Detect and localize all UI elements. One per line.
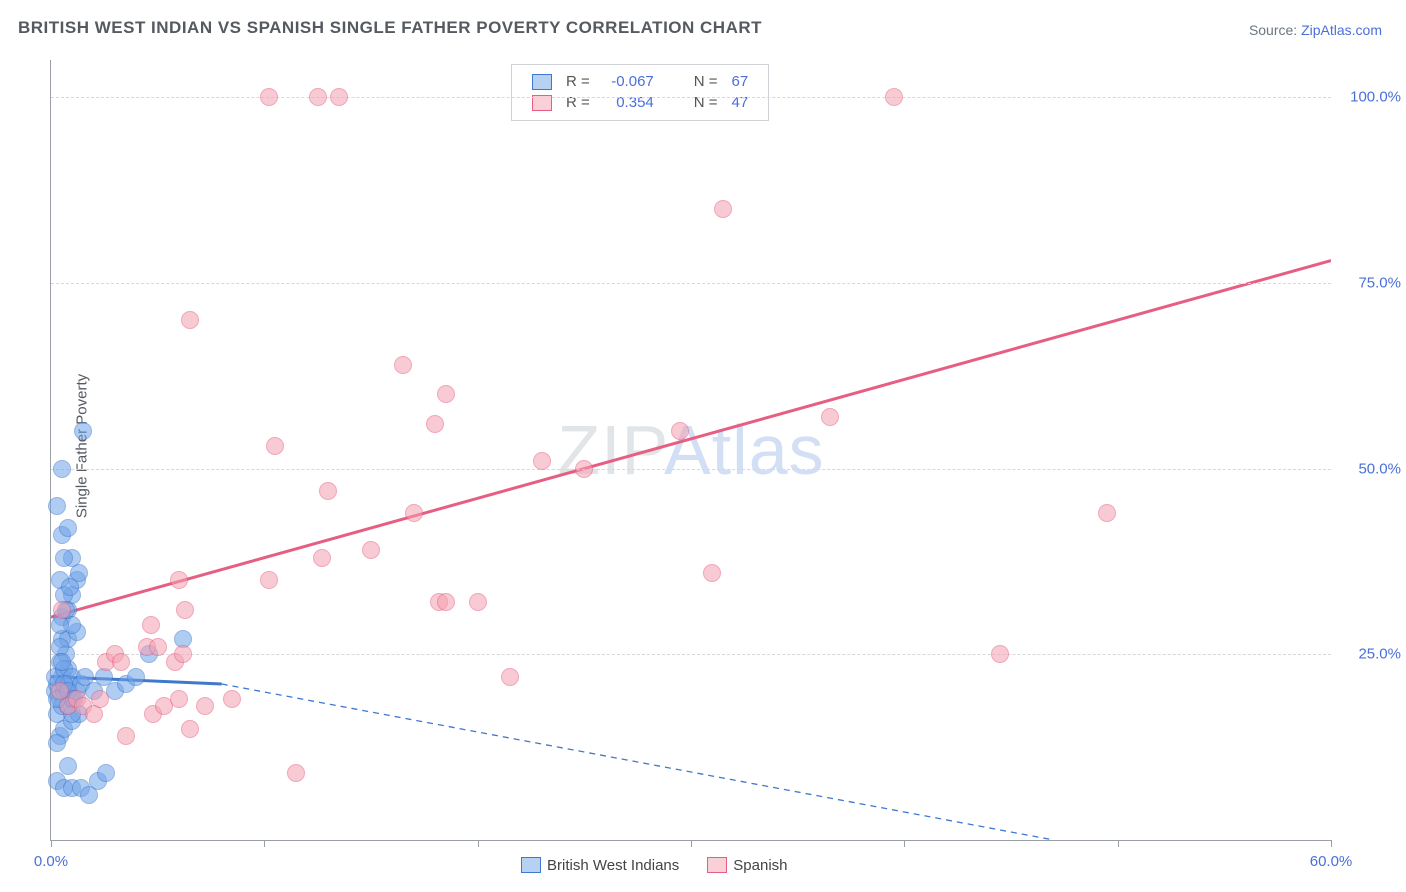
data-point [112,653,130,671]
x-tick-label: 60.0% [1310,853,1353,870]
data-point [61,578,79,596]
source-credit: Source: ZipAtlas.com [1249,22,1382,38]
data-point [91,690,109,708]
y-tick-label: 100.0% [1337,89,1401,106]
watermark-zip: ZIP [557,411,664,489]
x-tick-label: 0.0% [34,853,68,870]
data-point [149,638,167,656]
gridline [51,283,1331,284]
data-point [59,757,77,775]
data-point [260,88,278,106]
data-point [821,408,839,426]
data-point [53,460,71,478]
legend-swatch [521,857,541,873]
series-legend: British West Indians Spanish [521,857,816,874]
legend-swatch [532,74,552,90]
scatter-plot: ZIPAtlas R = -0.067N = 67 R = 0.354N = 47… [50,60,1331,841]
data-point [1098,504,1116,522]
data-point [53,601,71,619]
data-point [55,549,73,567]
source-prefix: Source: [1249,22,1301,38]
watermark: ZIPAtlas [557,410,824,490]
y-tick-label: 75.0% [1337,274,1401,291]
data-point [330,88,348,106]
x-tick [1118,840,1119,847]
data-point [196,697,214,715]
data-point [319,482,337,500]
watermark-atlas: Atlas [664,411,825,489]
data-point [885,88,903,106]
y-tick-label: 25.0% [1337,646,1401,663]
data-point [117,727,135,745]
data-point [127,668,145,686]
x-tick [478,840,479,847]
data-point [181,720,199,738]
legend-row: R = -0.067N = 67 [526,72,754,91]
data-point [469,593,487,611]
gridline [51,469,1331,470]
legend-swatch [707,857,727,873]
chart-title: BRITISH WEST INDIAN VS SPANISH SINGLE FA… [18,18,762,38]
x-tick [691,840,692,847]
data-point [74,422,92,440]
data-point [575,460,593,478]
data-point [437,385,455,403]
data-point [142,616,160,634]
trend-lines [51,60,1331,840]
data-point [671,422,689,440]
data-point [287,764,305,782]
data-point [437,593,455,611]
x-tick [264,840,265,847]
data-point [48,497,66,515]
data-point [405,504,423,522]
data-point [266,437,284,455]
data-point [223,690,241,708]
data-point [260,571,278,589]
legend-row: R = 0.354N = 47 [526,93,754,112]
x-tick [904,840,905,847]
legend-item: British West Indians [521,857,679,874]
correlation-legend: R = -0.067N = 67 R = 0.354N = 47 [511,64,769,121]
data-point [426,415,444,433]
x-tick [1331,840,1332,847]
gridline [51,97,1331,98]
legend-item: Spanish [707,857,787,874]
data-point [362,541,380,559]
data-point [309,88,327,106]
source-link[interactable]: ZipAtlas.com [1301,22,1382,38]
data-point [170,690,188,708]
data-point [170,571,188,589]
data-point [394,356,412,374]
gridline [51,654,1331,655]
data-point [174,645,192,663]
data-point [533,452,551,470]
data-point [53,653,71,671]
data-point [313,549,331,567]
data-point [48,734,66,752]
data-point [181,311,199,329]
data-point [991,645,1009,663]
data-point [703,564,721,582]
x-tick [51,840,52,847]
data-point [59,519,77,537]
data-point [97,764,115,782]
data-point [714,200,732,218]
y-tick-label: 50.0% [1337,460,1401,477]
data-point [501,668,519,686]
data-point [176,601,194,619]
